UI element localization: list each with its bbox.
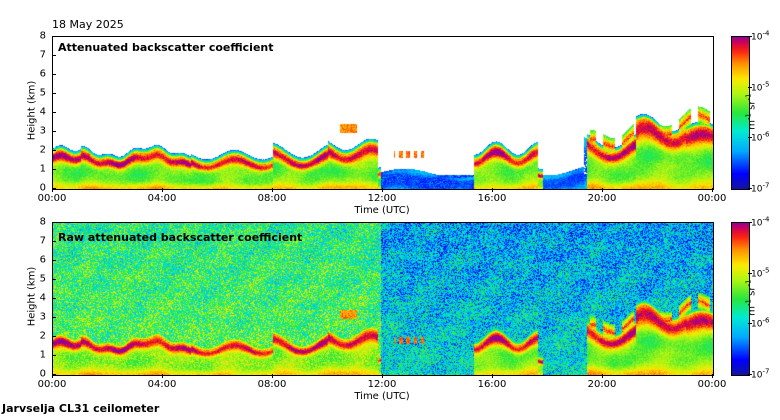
y-tick-mark [52, 317, 56, 318]
colorbar-gradient [732, 37, 749, 189]
x-tick-mark [162, 374, 163, 378]
x-tick-label: 12:00 [367, 193, 397, 204]
date-label: 18 May 2025 [52, 18, 124, 31]
x-tick-label: 20:00 [587, 379, 617, 390]
colorbar-tick-label: 10-6 [751, 130, 770, 144]
colorbar-unit-raw: m-1 sr-1 [744, 279, 758, 316]
y-tick-mark [52, 131, 56, 132]
y-tick-mark [52, 355, 56, 356]
x-tick-mark [602, 374, 603, 378]
y-tick-mark [52, 279, 56, 280]
x-tick-label: 16:00 [477, 379, 507, 390]
y-tick-label: 2 [39, 330, 46, 342]
colorbar-tick-mark [748, 188, 752, 189]
colorbar-tick-label: 10-4 [751, 29, 770, 43]
x-tick-label: 16:00 [477, 193, 507, 204]
colorbar-tick-mark [748, 222, 752, 223]
y-tick-mark [52, 150, 56, 151]
colorbar-tick-mark [748, 137, 752, 139]
heatmap-canvas-attenuated [53, 37, 713, 189]
colorbar-tick-label: 10-5 [751, 266, 770, 280]
y-tick-mark [52, 36, 56, 37]
x-tick-mark [52, 374, 53, 378]
x-axis-label-attenuated: Time (UTC) [354, 205, 410, 216]
x-tick-mark [712, 188, 713, 192]
x-tick-mark [162, 188, 163, 192]
colorbar-raw [731, 222, 750, 376]
y-tick-mark [52, 169, 56, 170]
y-tick-label: 4 [39, 106, 46, 118]
colorbar-tick-label: 10-7 [751, 181, 770, 195]
y-tick-label: 0 [39, 182, 46, 194]
x-tick-label: 20:00 [587, 193, 617, 204]
colorbar-tick-mark [748, 374, 752, 375]
x-tick-label: 08:00 [257, 193, 287, 204]
heatmap-canvas-raw [53, 223, 713, 375]
y-tick-label: 6 [39, 68, 46, 80]
x-tick-mark [382, 188, 383, 192]
x-tick-mark [272, 188, 273, 192]
x-tick-label: 04:00 [147, 379, 177, 390]
y-tick-label: 4 [39, 292, 46, 304]
y-tick-label: 6 [39, 254, 46, 266]
x-tick-mark [492, 374, 493, 378]
y-tick-label: 5 [39, 273, 46, 285]
y-tick-label: 8 [39, 30, 46, 42]
colorbar-tick-label: 10-6 [751, 316, 770, 330]
x-tick-label: 00:00 [697, 379, 727, 390]
panel-title-raw: Raw attenuated backscatter coefficient [58, 231, 303, 244]
y-tick-label: 1 [39, 163, 46, 175]
y-tick-label: 7 [39, 49, 46, 61]
x-tick-label: 00:00 [37, 379, 67, 390]
y-axis-label-attenuated: Height (km) [26, 80, 38, 141]
x-tick-mark [712, 374, 713, 378]
y-tick-mark [52, 222, 56, 223]
colorbar-attenuated [731, 36, 750, 190]
y-tick-label: 0 [39, 368, 46, 380]
x-tick-mark [492, 188, 493, 192]
x-tick-mark [52, 188, 53, 192]
y-tick-mark [52, 260, 56, 261]
y-tick-mark [52, 93, 56, 94]
y-tick-label: 1 [39, 349, 46, 361]
y-tick-mark [52, 74, 56, 75]
colorbar-tick-label: 10-4 [751, 215, 770, 229]
x-tick-label: 12:00 [367, 379, 397, 390]
x-tick-label: 08:00 [257, 379, 287, 390]
x-tick-mark [272, 374, 273, 378]
y-tick-label: 8 [39, 216, 46, 228]
colorbar-gradient [732, 223, 749, 375]
x-tick-mark [602, 188, 603, 192]
colorbar-tick-mark [748, 36, 752, 37]
x-axis-label-raw: Time (UTC) [354, 391, 410, 402]
panel-title-attenuated: Attenuated backscatter coefficient [58, 41, 274, 54]
instrument-label: Jarvselja CL31 ceilometer [2, 402, 160, 415]
colorbar-tick-label: 10-7 [751, 367, 770, 381]
colorbar-tick-mark [748, 86, 752, 88]
y-tick-mark [52, 336, 56, 337]
y-tick-mark [52, 298, 56, 299]
y-tick-mark [52, 374, 56, 375]
y-tick-mark [52, 188, 56, 189]
y-tick-label: 3 [39, 125, 46, 137]
x-tick-label: 00:00 [37, 193, 67, 204]
y-tick-label: 2 [39, 144, 46, 156]
y-axis-label-raw: Height (km) [26, 266, 38, 327]
colorbar-tick-mark [748, 323, 752, 325]
plot-area-raw-backscatter[interactable] [52, 222, 714, 376]
y-tick-mark [52, 241, 56, 242]
y-tick-mark [52, 112, 56, 113]
colorbar-tick-mark [748, 272, 752, 274]
colorbar-tick-label: 10-5 [751, 80, 770, 94]
x-tick-mark [382, 374, 383, 378]
y-tick-label: 7 [39, 235, 46, 247]
colorbar-unit-attenuated: m-1 sr-1 [744, 93, 758, 130]
plot-area-attenuated-backscatter[interactable] [52, 36, 714, 190]
y-tick-label: 3 [39, 311, 46, 323]
y-tick-label: 5 [39, 87, 46, 99]
x-tick-label: 00:00 [697, 193, 727, 204]
x-tick-label: 04:00 [147, 193, 177, 204]
y-tick-mark [52, 55, 56, 56]
